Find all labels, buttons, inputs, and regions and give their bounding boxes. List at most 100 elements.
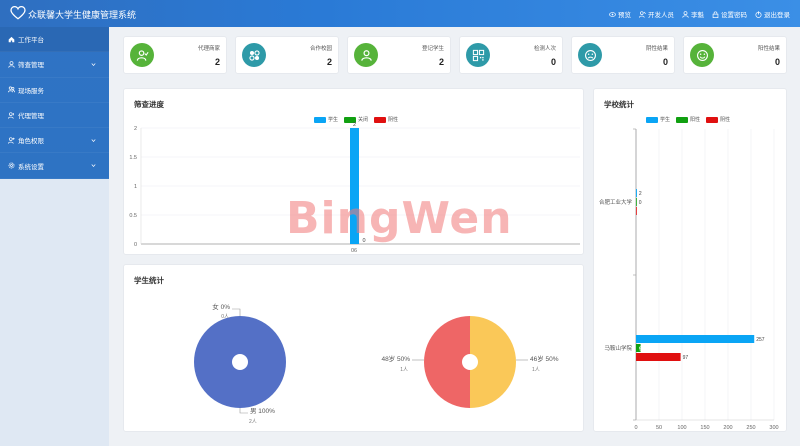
user-group-icon [8, 111, 15, 119]
stat-icon-circle [354, 43, 378, 67]
bar [350, 128, 359, 244]
logout-label: 退出登录 [764, 12, 790, 19]
x-tick-label: 50 [656, 425, 662, 431]
sidebar-item-label: 工作平台 [18, 37, 44, 45]
app-title: 众联馨大学生健康管理系统 [28, 10, 137, 20]
legend-swatch [646, 116, 658, 123]
sidebar-item-label: 系统设置 [18, 163, 44, 171]
sidebar-item-roles[interactable]: 角色权限 [0, 128, 109, 154]
set-password-label: 设置密码 [721, 12, 747, 19]
y-tick-label: 1 [134, 184, 137, 190]
school-hbar-chart: 0 50 100 150 200 250 300 合肥工业大学 2 0 马鞍山学院 257 97 98 [599, 128, 779, 431]
student-pie-charts: 女 0% 0人男 100% 2人 46岁 50% 1人 48岁 50% 1人 [194, 302, 559, 425]
chevron-down-icon [91, 164, 96, 168]
stat-icon-circle [578, 43, 602, 67]
preview-link[interactable]: 预览 [609, 9, 631, 19]
bar [636, 344, 641, 352]
x-tick-label: 250 [746, 425, 755, 431]
chevron-down-icon [91, 139, 96, 143]
sidebar-item-onsite[interactable]: 现场服务 [0, 78, 109, 103]
set-password-link[interactable]: 设置密码 [712, 9, 747, 19]
user-label: 李魁 [691, 12, 704, 19]
home-icon [8, 36, 15, 42]
sidebar-item-workbench[interactable]: 工作平台 [0, 27, 109, 53]
user-icon [8, 61, 15, 68]
panel-title: 学生统计 [134, 276, 164, 285]
legend-item[interactable]: 阴性 [374, 116, 398, 123]
stat-icon-circle [690, 43, 714, 67]
gear-icon [8, 162, 15, 169]
stat-value: 2 [438, 57, 444, 67]
x-tick-label: 300 [769, 425, 778, 431]
legend-item[interactable]: 阴性 [706, 116, 730, 123]
bar [636, 198, 637, 206]
bar [636, 353, 681, 361]
legend-item[interactable]: 关闭 [344, 116, 368, 123]
legend-label: 学生 [328, 117, 339, 123]
legend-label: 阴性 [720, 117, 731, 123]
stat-label: 代理商家 [197, 46, 220, 52]
preview-label: 预览 [618, 12, 631, 19]
slice-count: 1人 [532, 367, 540, 373]
sidebar-item-screening[interactable]: 筛查管理 [0, 52, 109, 78]
y-tick-label: 1.5 [129, 155, 137, 161]
sidebar-item-label: 代理管理 [18, 113, 44, 121]
chart-legend: 学生 阳性 阴性 [646, 116, 730, 123]
user-icon [682, 10, 689, 18]
y-category-label: 马鞍山学院 [604, 344, 632, 352]
sidebar: 工作平台 筛查管理 现场服务 代理管理 角色权限 系统设置 [0, 27, 109, 446]
sidebar-menu: 工作平台 筛查管理 现场服务 代理管理 角色权限 系统设置 [0, 27, 109, 179]
y-tick-label: 0.5 [129, 213, 137, 219]
y-tick-label: 2 [134, 126, 137, 132]
chart-legend: 学生 关闭 阴性 [314, 116, 398, 123]
bar [636, 189, 637, 197]
x-tick-label: 200 [723, 425, 732, 431]
slice-count: 0人 [221, 314, 229, 320]
legend-label: 关闭 [358, 117, 369, 123]
stat-value: 0 [662, 57, 668, 67]
legend-item[interactable]: 学生 [314, 116, 338, 123]
slice-label: 男 100% [250, 407, 275, 415]
developers-link[interactable]: 开发人员 [639, 9, 674, 19]
slice-label: 女 0% [212, 302, 230, 311]
developers-label: 开发人员 [648, 12, 674, 19]
pie-slice [424, 316, 470, 408]
stat-card-tests: 检测人次 0 [459, 36, 563, 74]
data-label: 2 [353, 122, 356, 128]
chevron-down-icon [91, 63, 96, 67]
user-add-icon [8, 137, 15, 144]
stat-label: 合作校园 [309, 46, 332, 52]
legend-item[interactable]: 阳性 [676, 116, 700, 123]
bar [636, 335, 755, 343]
sidebar-item-label: 筛查管理 [18, 62, 44, 70]
stat-value: 0 [774, 57, 780, 67]
stat-label: 阳性结果 [757, 46, 780, 52]
stat-card-agents: 代理商家 2 [123, 36, 227, 74]
legend-swatch [374, 116, 387, 123]
slice-label: 46岁 50% [530, 354, 559, 363]
user-link[interactable]: 李魁 [682, 9, 704, 19]
y-category-label: 合肥工业大学 [599, 198, 633, 206]
stat-icon-circle [466, 43, 490, 67]
sidebar-item-label: 现场服务 [18, 87, 44, 95]
sidebar-item-settings[interactable]: 系统设置 [0, 153, 109, 179]
slice-count: 2人 [249, 419, 257, 425]
pie-hole [462, 354, 478, 370]
x-tick-label: 0 [634, 425, 637, 431]
slice-count: 1人 [400, 367, 408, 373]
stat-label: 检测人次 [533, 46, 556, 52]
users-icon [639, 10, 646, 18]
data-label: 0 [362, 238, 365, 244]
stat-card-negative: 阴性结果 0 [571, 36, 675, 74]
logout-link[interactable]: 退出登录 [755, 9, 790, 19]
panel-title: 筛查进度 [134, 100, 164, 109]
legend-swatch [676, 116, 689, 123]
sidebar-item-agents[interactable]: 代理管理 [0, 103, 109, 129]
legend-item[interactable]: 学生 [646, 116, 670, 123]
school-stats-panel: 学校统计 学生 阳性 阴性 0 50 100 150 200 250 300 合肥工业大学 2 0… [593, 88, 787, 432]
data-label: 98 [639, 347, 645, 353]
smile-face-icon [696, 49, 708, 61]
label-leader [232, 308, 241, 316]
data-label: 97 [683, 355, 689, 361]
person-check-icon [136, 49, 149, 61]
